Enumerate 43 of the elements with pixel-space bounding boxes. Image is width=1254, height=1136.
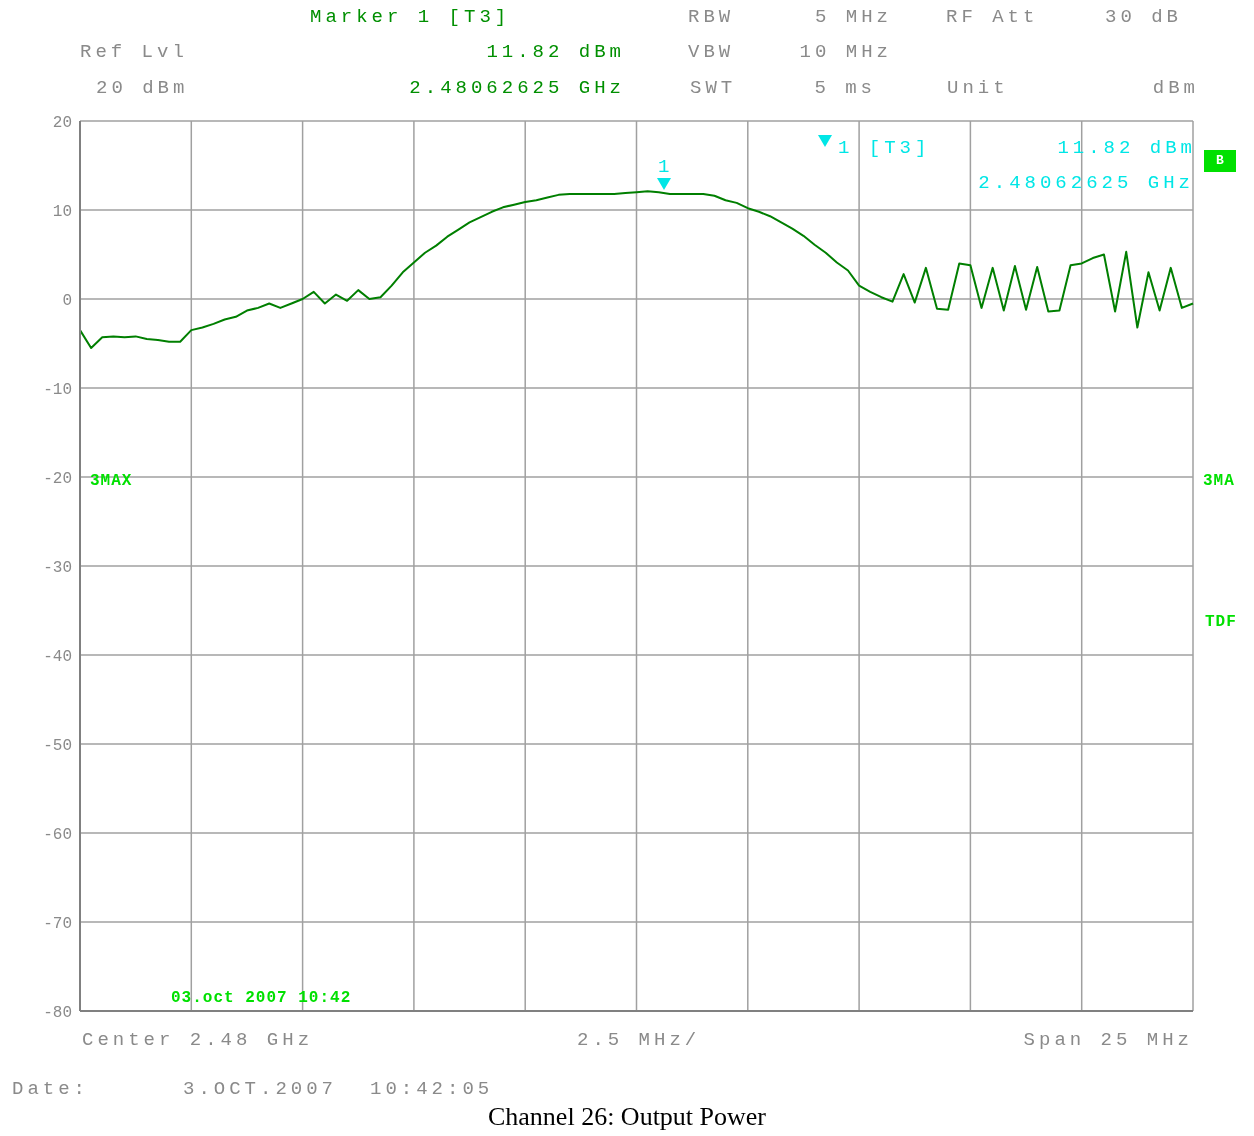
y-tick-label: 10	[52, 202, 72, 221]
y-tick-label: -60	[43, 825, 72, 844]
text: 3.OCT.2007	[183, 1077, 338, 1101]
y-tick-label: 20	[52, 113, 72, 132]
y-tick-label: -50	[43, 736, 72, 755]
y-tick-label: -70	[43, 914, 72, 933]
y-tick-label: -40	[43, 647, 72, 666]
text: Center 2.48 GHz	[82, 1028, 314, 1052]
text: VBW	[688, 40, 735, 64]
annotation: 1 [T3]	[838, 136, 931, 160]
annotation: 1	[658, 155, 674, 179]
text: Ref Lvl	[80, 40, 188, 64]
text: Date:	[12, 1077, 90, 1101]
text: Marker 1 [T3]	[310, 5, 511, 29]
text: 11.82 dBm	[486, 40, 625, 64]
text: SWT	[690, 76, 737, 100]
annotation: 3MAX	[90, 471, 133, 492]
y-tick-label: -20	[43, 469, 72, 488]
text: 5 MHz	[814, 5, 892, 29]
y-tick-label: -80	[43, 1003, 72, 1022]
text: 3MA	[1203, 471, 1235, 492]
annotation: 03.oct 2007 10:42	[171, 988, 352, 1009]
text: Channel 26: Output Power	[487, 1102, 767, 1132]
annotation: 2.48062625 GHz	[978, 171, 1194, 195]
text: Span 25 MHz	[1023, 1028, 1193, 1052]
text: dBm	[1152, 76, 1199, 100]
text: 10:42:05	[370, 1077, 494, 1101]
text: 5 ms	[814, 76, 876, 100]
text: RF Att	[946, 5, 1039, 29]
text: 10 MHz	[799, 40, 892, 64]
text: 2.48062625 GHz	[409, 76, 625, 100]
text: 2.5 MHz/	[577, 1028, 701, 1052]
text: RBW	[688, 5, 735, 29]
y-tick-label: 0	[62, 291, 72, 310]
y-tick-label: -10	[43, 380, 72, 399]
text: 20 dBm	[96, 76, 189, 100]
text: 30 dB	[1104, 5, 1182, 29]
text: B	[1204, 150, 1236, 172]
annotation: 11.82 dBm	[1057, 136, 1196, 160]
y-tick-label: -30	[43, 558, 72, 577]
text: TDF	[1205, 612, 1237, 633]
line-series	[79, 190, 1194, 349]
text: Unit	[947, 76, 1009, 100]
